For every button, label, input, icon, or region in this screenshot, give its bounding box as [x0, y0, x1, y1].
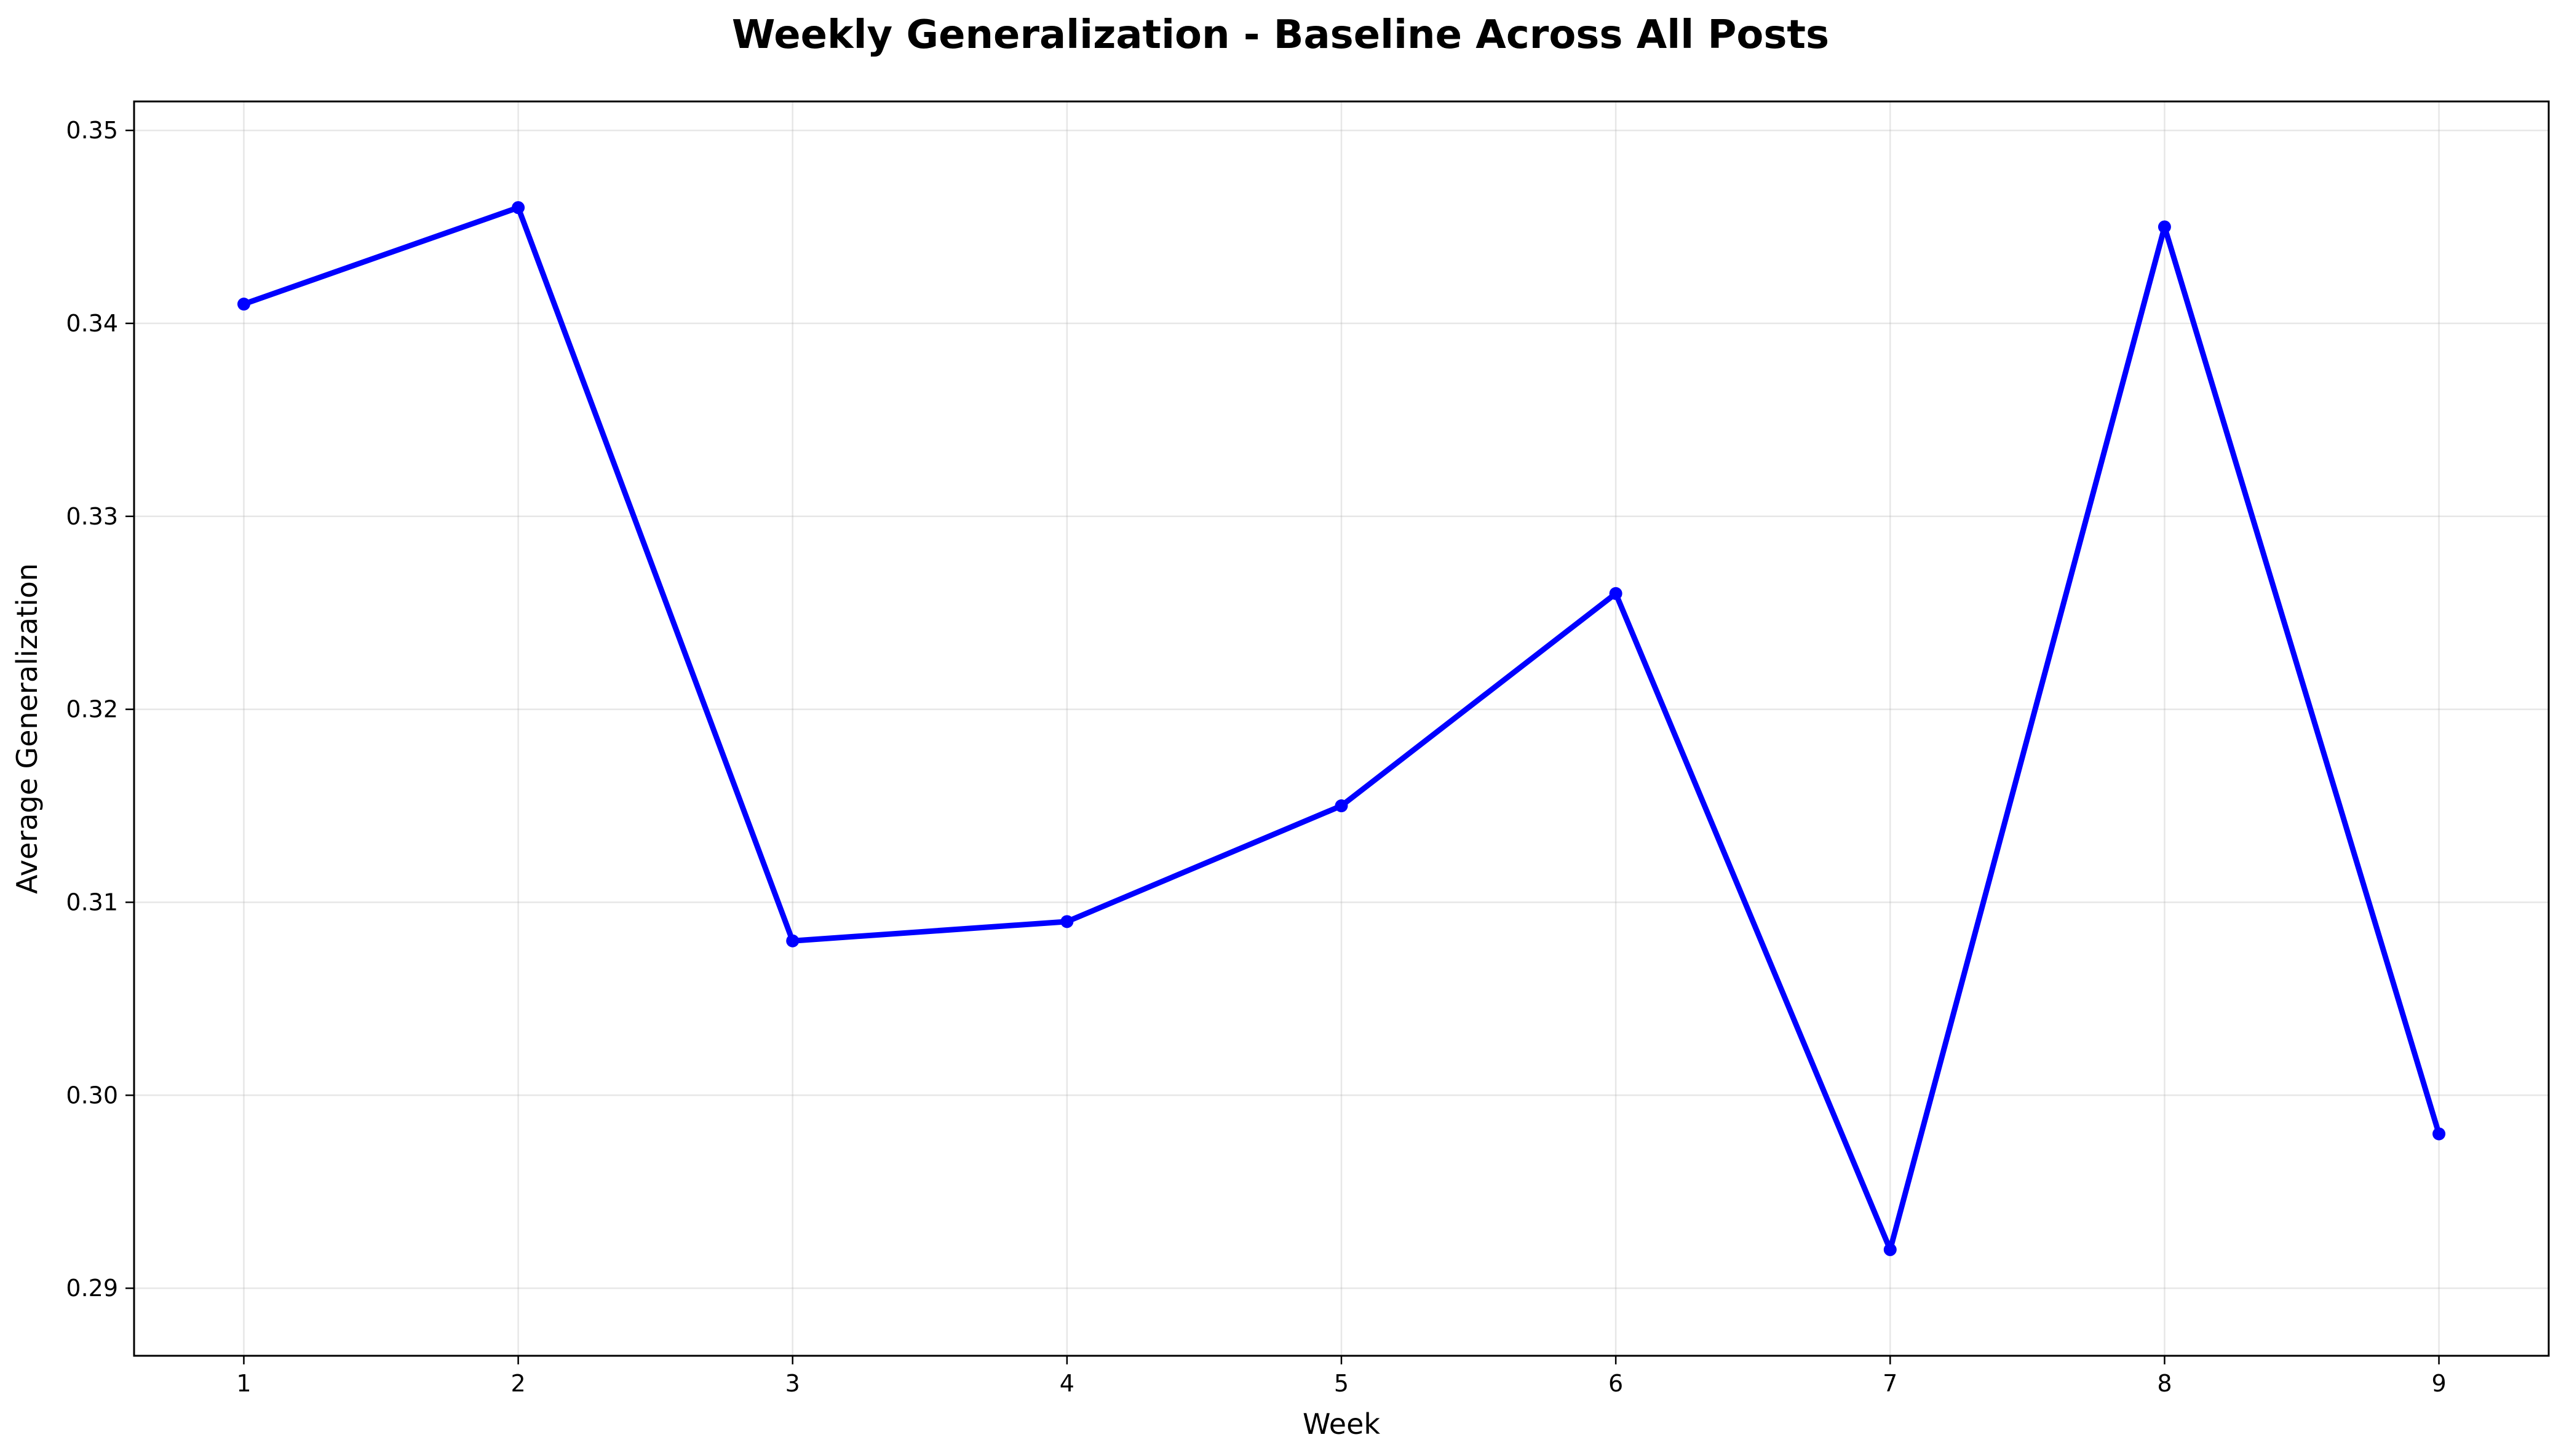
y-axis-label: Average Generalization	[10, 563, 44, 894]
y-tick-label: 0.32	[66, 696, 118, 723]
x-axis-label: Week	[1303, 1407, 1380, 1441]
x-tick-label: 5	[1334, 1370, 1349, 1397]
x-tick-label: 4	[1060, 1370, 1074, 1397]
x-tick-label: 2	[510, 1370, 525, 1397]
ticks: 1 2 3 4 5 6 7 8 9 0.29 0.30 0.31 0.32 0.33 0.34 0.35	[66, 117, 2446, 1397]
x-tick-label: 9	[2431, 1370, 2446, 1397]
x-tick-label: 1	[236, 1370, 251, 1397]
data-point	[1335, 799, 1348, 813]
x-tick-label: 8	[2157, 1370, 2172, 1397]
x-tick-label: 7	[1883, 1370, 1897, 1397]
grid	[134, 101, 2549, 1356]
chart-title: Weekly Generalization - Baseline Across …	[732, 12, 1829, 58]
y-tick-label: 0.35	[66, 117, 118, 144]
data-point	[1060, 915, 1074, 928]
x-tick-label: 3	[785, 1370, 800, 1397]
data-point	[237, 298, 250, 311]
y-tick-label: 0.33	[66, 503, 118, 530]
data-point	[512, 201, 525, 215]
data-point	[1609, 587, 1622, 600]
y-tick-label: 0.29	[66, 1275, 118, 1302]
x-tick-label: 6	[1608, 1370, 1623, 1397]
data-point	[1883, 1243, 1897, 1256]
data-point	[2432, 1127, 2446, 1141]
y-tick-label: 0.30	[66, 1082, 118, 1109]
data-point	[2158, 220, 2171, 234]
y-tick-label: 0.34	[66, 310, 118, 337]
y-tick-label: 0.31	[66, 888, 118, 916]
data-point	[786, 934, 800, 948]
series-layer	[237, 201, 2446, 1256]
